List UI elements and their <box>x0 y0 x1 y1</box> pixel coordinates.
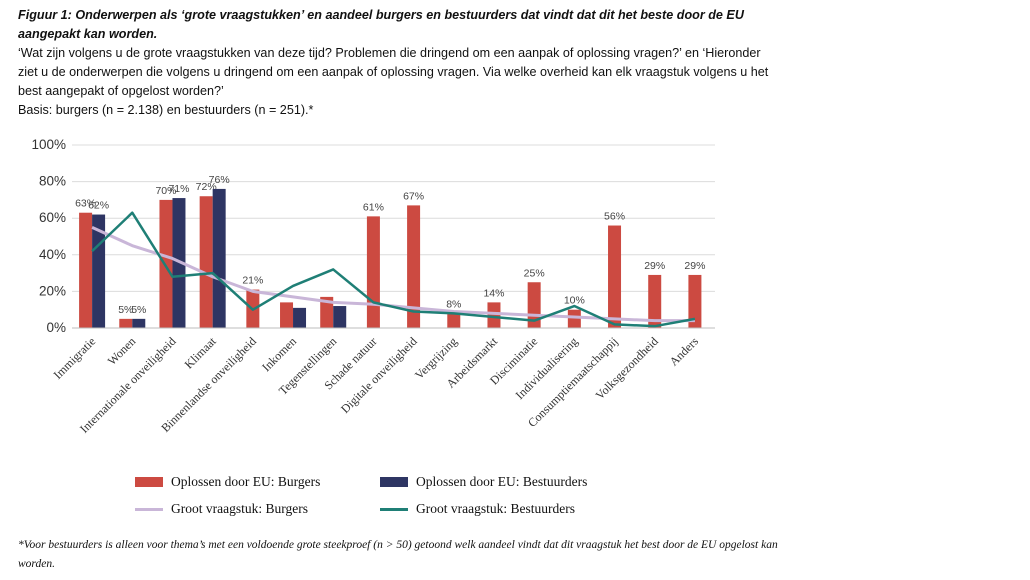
bar-eu-burgers <box>567 309 581 328</box>
data-label: 70% <box>155 185 176 197</box>
x-tick-label: Immigratie <box>51 334 99 382</box>
data-label: 14% <box>483 287 504 299</box>
data-label: 21% <box>242 275 263 287</box>
bar-eu-burgers <box>280 302 294 328</box>
legend-item-eu-burgers: Oplossen door EU: Burgers <box>135 474 320 490</box>
x-tick-label: Digitale onveiligheid <box>338 334 420 416</box>
bar-eu-burgers <box>648 274 662 328</box>
survey-question: ‘Wat zijn volgens u de grote vraagstukke… <box>18 46 769 98</box>
chart-header: Figuur 1: Onderwerpen als ‘grote vraagst… <box>18 6 778 120</box>
bar-eu-burgers <box>407 205 421 328</box>
legend-item-eu-bestuurders: Oplossen door EU: Bestuurders <box>380 474 587 490</box>
legend-label-groot-bestuurders: Groot vraagstuk: Bestuurders <box>416 501 575 516</box>
data-label: 5% <box>118 304 133 316</box>
bar-eu-bestuurders <box>293 307 307 328</box>
y-tick-label: 100% <box>31 137 66 152</box>
bar-eu-burgers <box>119 318 133 328</box>
bar-eu-bestuurders <box>333 306 347 328</box>
legend-label-eu-bestuurders: Oplossen door EU: Bestuurders <box>416 474 588 489</box>
bar-eu-burgers <box>159 199 173 328</box>
legend-label-eu-burgers: Oplossen door EU: Burgers <box>171 474 321 489</box>
data-label: 5% <box>131 304 146 316</box>
x-tick-label: Wonen <box>105 334 139 368</box>
data-label: 10% <box>564 295 585 307</box>
data-label: 61% <box>363 201 384 213</box>
data-label: 72% <box>196 181 217 193</box>
footnote: *Voor bestuurders is alleen voor thema’s… <box>18 539 778 570</box>
bar-eu-burgers <box>688 274 702 328</box>
bar-eu-bestuurders <box>132 318 146 328</box>
data-label: 56% <box>604 211 625 223</box>
chart-area: 0% 20% 40% 60% 80% 100% 63% 5% 70% 72% 21% 61% 67% 8%… <box>31 137 715 436</box>
figure-title: Figuur 1: Onderwerpen als ‘grote vraagst… <box>18 8 744 41</box>
x-tick-label: Klimaat <box>182 334 220 372</box>
data-label: 29% <box>644 260 665 272</box>
bar-eu-burgers <box>487 302 501 328</box>
bar-eu-burgers <box>199 196 213 328</box>
x-tick-label: Anders <box>667 334 702 369</box>
y-tick-label: 0% <box>46 320 66 335</box>
legend-swatch-groot-burgers <box>135 507 163 511</box>
data-label: 8% <box>446 298 461 310</box>
y-tick-label: 60% <box>39 210 66 225</box>
bar-eu-burgers <box>608 225 622 328</box>
bar-eu-burgers <box>320 296 334 328</box>
y-tick-label: 20% <box>39 283 66 298</box>
bar-eu-bestuurders <box>212 188 226 328</box>
bar-eu-burgers <box>79 212 93 328</box>
x-tick-label: Inkomen <box>259 334 299 374</box>
data-label: 29% <box>684 260 705 272</box>
data-label: 25% <box>524 267 545 279</box>
bar-eu-burgers <box>447 313 461 328</box>
legend-swatch-groot-bestuurders <box>380 507 408 511</box>
bar-eu-burgers <box>366 216 380 328</box>
y-tick-label: 80% <box>39 174 66 189</box>
legend-swatch-eu-burgers <box>135 477 163 487</box>
line-groot-bestuurders <box>91 211 696 328</box>
legend-swatch-eu-bestuurders <box>380 477 408 487</box>
data-label: 63% <box>75 198 96 210</box>
legend-item-groot-bestuurders: Groot vraagstuk: Bestuurders <box>380 501 575 517</box>
data-label: 71% <box>168 183 189 195</box>
legend-label-groot-burgers: Groot vraagstuk: Burgers <box>171 501 308 516</box>
y-tick-label: 40% <box>39 247 66 262</box>
data-label: 62% <box>88 200 109 212</box>
data-label: 67% <box>403 190 424 202</box>
data-label: 76% <box>209 174 230 186</box>
basis-text: Basis: burgers (n = 2.138) en bestuurder… <box>18 103 314 117</box>
legend-item-groot-burgers: Groot vraagstuk: Burgers <box>135 501 308 517</box>
